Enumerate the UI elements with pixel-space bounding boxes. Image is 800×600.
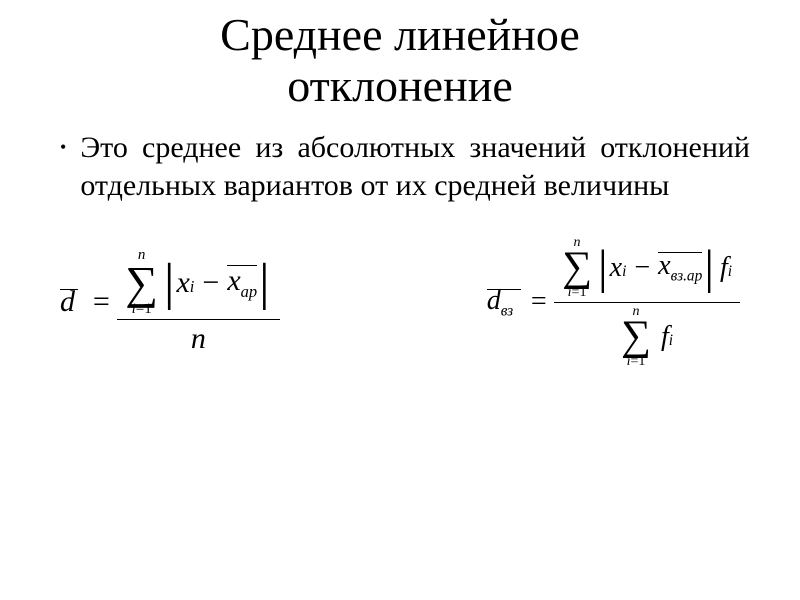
f1-xi: xi bbox=[176, 266, 194, 300]
f2-den-sum-lower: i=1 bbox=[627, 355, 646, 369]
f2-num-sum-lower: i=1 bbox=[568, 286, 587, 300]
f2-den-fi: fi bbox=[661, 321, 673, 353]
f1-fraction: n ∑ i=1 | xi − xар bbox=[117, 246, 279, 358]
formula-weighted: dвз = n ∑ i=1 | xi bbox=[487, 234, 740, 370]
sigma-icon: ∑ bbox=[125, 263, 158, 302]
pipe-icon: | bbox=[702, 249, 716, 287]
f1-lhs: d bbox=[60, 285, 75, 319]
definition-text: Это среднее из абсолютных значений откло… bbox=[80, 129, 750, 204]
f2-num-fi: fi bbox=[720, 252, 732, 284]
f2-lhs-sub: вз bbox=[501, 302, 513, 319]
definition-row: • Это среднее из абсолютных значений отк… bbox=[60, 129, 750, 204]
f2-xbar: xвз.ар bbox=[658, 250, 702, 286]
formulas-container: d = n ∑ i=1 | xi bbox=[40, 234, 760, 370]
f2-den-sum: n ∑ i=1 bbox=[621, 305, 651, 369]
title-line-1: Среднее линейное bbox=[220, 9, 580, 60]
sigma-icon: ∑ bbox=[562, 250, 592, 286]
formula-simple: d = n ∑ i=1 | xi bbox=[60, 246, 280, 358]
f1-xbar: xар bbox=[227, 264, 257, 302]
f1-denominator: n bbox=[183, 320, 214, 358]
pipe-icon: | bbox=[162, 262, 176, 304]
f1-sum-lower: i=1 bbox=[132, 302, 152, 317]
f2-numerator: n ∑ i=1 | xi − xвз.ар bbox=[554, 234, 740, 302]
f1-abs: | xi − xар | bbox=[162, 262, 272, 304]
slide-title: Среднее линейное отклонение bbox=[40, 10, 760, 111]
f1-sum: n ∑ i=1 bbox=[125, 248, 158, 317]
f2-num-sum: n ∑ i=1 bbox=[562, 236, 592, 300]
pipe-icon: | bbox=[596, 249, 610, 287]
slide: Среднее линейное отклонение • Это средне… bbox=[0, 0, 800, 600]
f2-equals: = bbox=[529, 286, 548, 318]
f2-xi: xi bbox=[610, 252, 627, 284]
f1-equals: = bbox=[91, 285, 111, 319]
f1-numerator: n ∑ i=1 | xi − xар bbox=[117, 246, 279, 319]
f1-minus: − bbox=[202, 266, 219, 300]
f2-minus: − bbox=[634, 252, 650, 284]
title-line-2: отклонение bbox=[287, 60, 513, 111]
bullet-icon: • bbox=[60, 129, 66, 160]
f2-abs: | xi − xвз.ар | bbox=[596, 249, 716, 287]
f2-lhs: dвз bbox=[487, 285, 513, 321]
f2-denominator: n ∑ i=1 fi bbox=[613, 303, 681, 371]
pipe-icon: | bbox=[257, 262, 271, 304]
f2-fraction: n ∑ i=1 | xi − xвз.ар bbox=[554, 234, 740, 370]
sigma-icon: ∑ bbox=[621, 319, 651, 355]
